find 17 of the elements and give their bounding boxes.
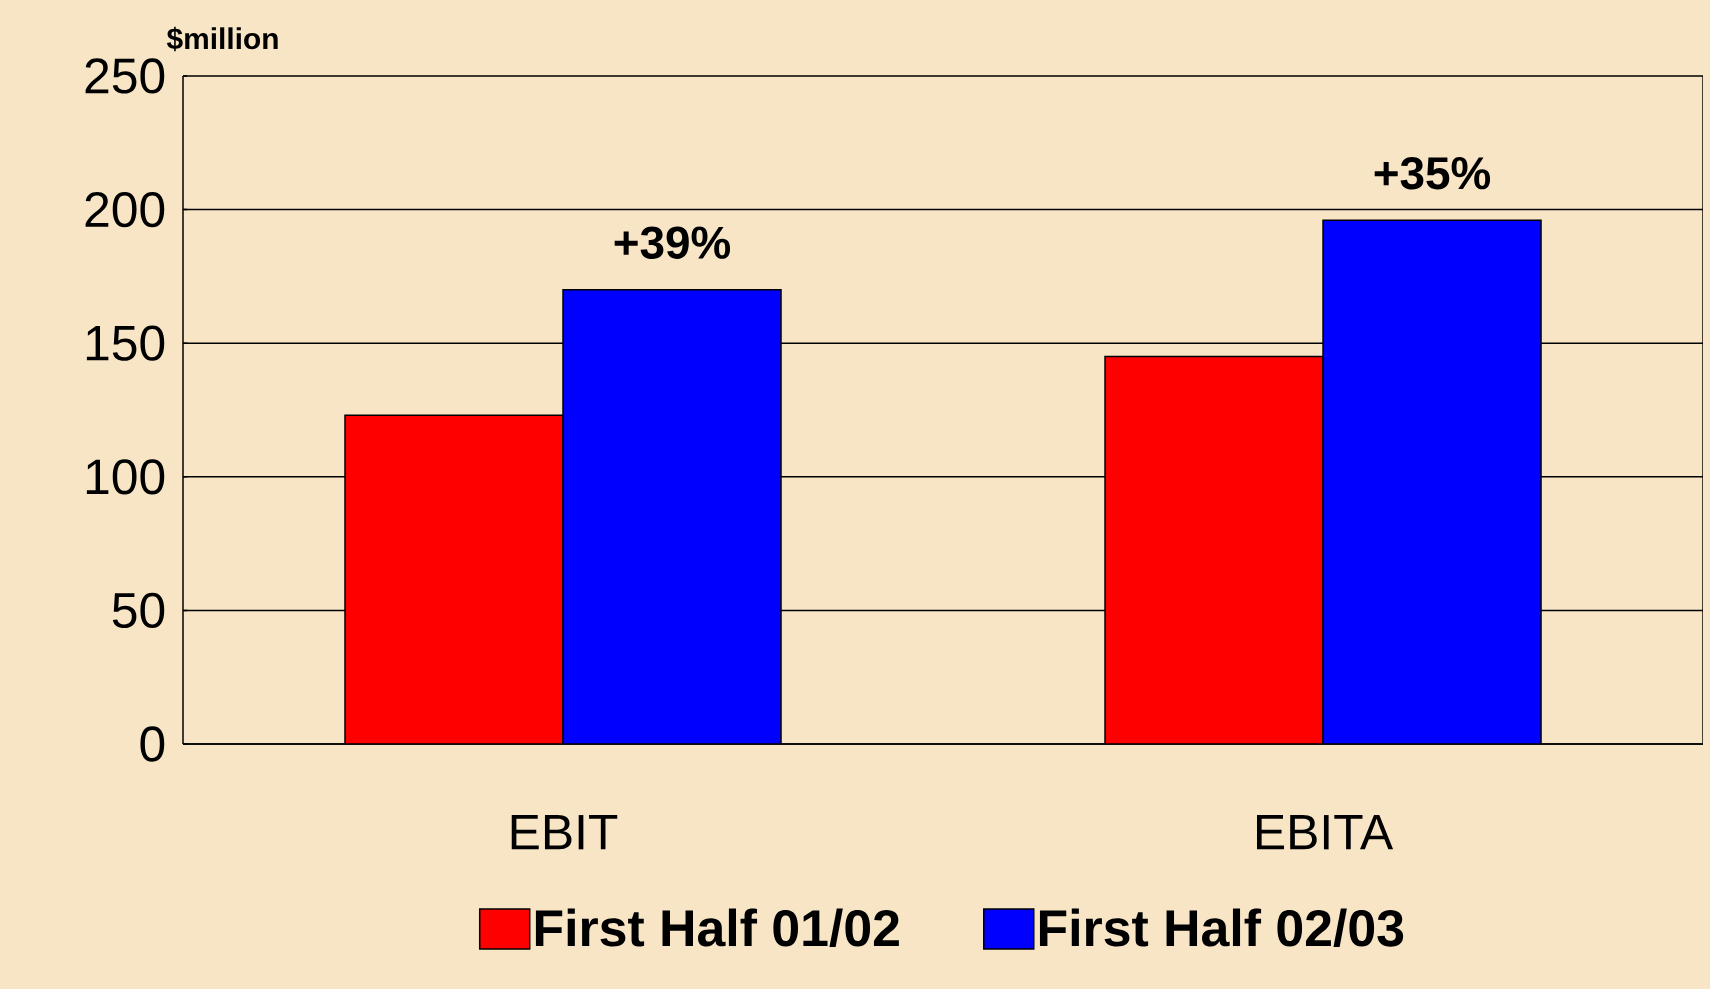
bar xyxy=(1104,355,1324,744)
y-tick-label: 250 xyxy=(85,58,165,94)
x-tick-label: EBITA xyxy=(1256,815,1394,850)
annotation: +39% xyxy=(614,226,731,259)
y-tick-label: 0 xyxy=(140,726,165,762)
legend-label: First Half 01/02 xyxy=(535,908,899,948)
bar xyxy=(562,289,782,744)
y-tick-label: 100 xyxy=(86,459,165,495)
annotation: +35% xyxy=(1374,156,1491,190)
y-tick-label: 50 xyxy=(112,592,165,629)
legend-label: First Half 02/03 xyxy=(1039,908,1404,948)
y-axis-title: $million xyxy=(166,26,278,52)
x-tick-label: EBIT xyxy=(511,815,618,850)
y-tick-label: 150 xyxy=(86,325,165,361)
bar xyxy=(344,414,564,744)
y-tick-label: 200 xyxy=(85,191,165,228)
bar xyxy=(1322,219,1542,744)
